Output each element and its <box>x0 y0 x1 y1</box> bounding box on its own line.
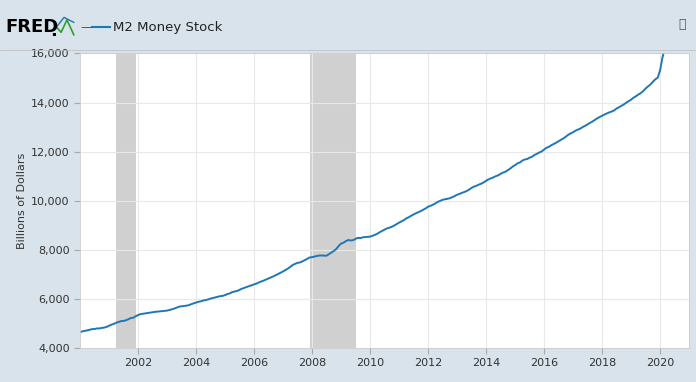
Text: M2 Money Stock: M2 Money Stock <box>113 21 222 34</box>
Text: ⛶: ⛶ <box>678 18 686 31</box>
Y-axis label: Billions of Dollars: Billions of Dollars <box>17 152 27 249</box>
Bar <box>310 53 356 348</box>
Bar <box>116 53 136 348</box>
Text: FRED: FRED <box>6 18 59 36</box>
Text: .: . <box>50 22 57 40</box>
Text: —: — <box>80 21 93 34</box>
